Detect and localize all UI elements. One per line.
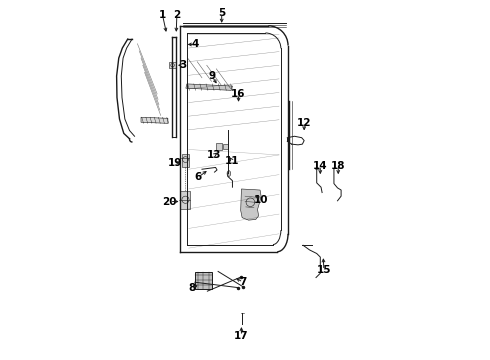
Text: 4: 4: [192, 40, 199, 49]
Text: 17: 17: [234, 331, 249, 341]
Text: 15: 15: [317, 265, 331, 275]
Text: 11: 11: [225, 156, 240, 166]
Text: 3: 3: [180, 60, 187, 70]
Text: 1: 1: [159, 10, 166, 20]
Bar: [223, 144, 228, 149]
Text: 6: 6: [195, 172, 202, 182]
Text: 8: 8: [188, 283, 196, 293]
Text: 5: 5: [218, 8, 225, 18]
Text: 16: 16: [231, 89, 246, 99]
Bar: [181, 154, 190, 167]
Polygon shape: [241, 189, 261, 220]
Bar: [216, 143, 222, 149]
Text: 13: 13: [207, 150, 222, 160]
Text: 18: 18: [331, 161, 345, 171]
Bar: [169, 62, 176, 68]
Ellipse shape: [227, 171, 231, 176]
Bar: [195, 272, 212, 289]
Polygon shape: [186, 84, 232, 90]
Bar: [180, 192, 191, 209]
Text: 12: 12: [297, 118, 312, 128]
Text: 10: 10: [254, 195, 269, 205]
Polygon shape: [141, 117, 168, 123]
Text: 9: 9: [208, 71, 216, 81]
Text: 7: 7: [240, 277, 247, 287]
Text: 19: 19: [168, 158, 182, 168]
Text: 2: 2: [173, 10, 180, 20]
Text: 20: 20: [163, 197, 177, 207]
Text: 14: 14: [313, 161, 328, 171]
